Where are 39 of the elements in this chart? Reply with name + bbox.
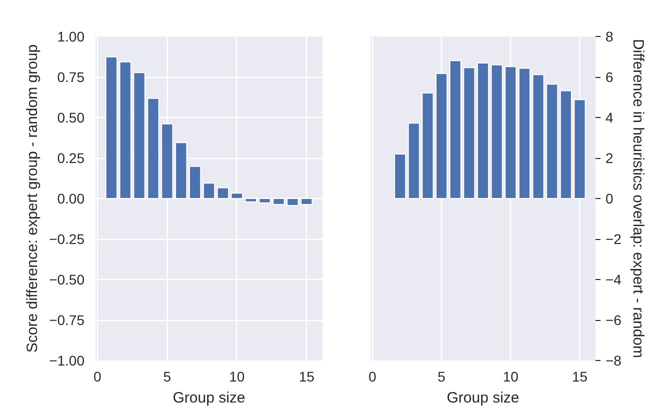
x-tick-label: 10 — [502, 368, 519, 384]
bar — [394, 153, 406, 199]
bar — [230, 192, 243, 199]
y2-tick-label: 0 — [606, 190, 614, 206]
x-tick-label: 0 — [368, 368, 377, 384]
y-tick-label: 0.25 — [57, 150, 85, 166]
y-axis-title: Score difference: expert group - random group — [24, 44, 42, 353]
y-tick-label: 0.50 — [57, 110, 85, 126]
y2-tick-label: −4 — [606, 272, 622, 288]
y-tick-label: −0.25 — [49, 231, 85, 247]
y2-tick-label: −8 — [606, 352, 622, 368]
x-tick-label: 0 — [94, 368, 102, 384]
x-tick-label: 15 — [298, 368, 315, 384]
x-axis-title: Group size — [172, 390, 246, 406]
y2-axis-title: Difference in heuristics overlap: expert - random — [629, 38, 646, 358]
y2-tick-label: 2 — [606, 150, 614, 166]
y2-tick-label: 8 — [606, 28, 614, 44]
x-axis-title: Group size — [446, 390, 520, 406]
y-tick-label: −0.50 — [49, 272, 85, 288]
y-tick-label: −1.00 — [49, 352, 85, 368]
y-tick-label: −0.75 — [49, 312, 85, 328]
y2-tick-label: 6 — [606, 69, 614, 85]
y-tick-label: 1.00 — [57, 28, 85, 44]
bar — [476, 62, 490, 199]
bar — [202, 182, 216, 199]
x-tick-label: 5 — [163, 368, 172, 384]
bar — [216, 187, 230, 199]
x-tick-label: 15 — [572, 368, 588, 384]
bar — [518, 68, 530, 199]
x-tick-label: 10 — [229, 368, 245, 384]
y2-tick-label: −6 — [606, 312, 622, 328]
y-tick-label: 0.75 — [57, 69, 85, 85]
y-tick-label: 0.00 — [57, 190, 85, 206]
bar — [188, 166, 202, 199]
bar — [436, 73, 448, 199]
y2-tick-label: 4 — [606, 110, 614, 126]
bar — [175, 142, 188, 199]
x-tick-label: 5 — [438, 368, 446, 384]
y2-tick-label: −2 — [606, 231, 622, 247]
